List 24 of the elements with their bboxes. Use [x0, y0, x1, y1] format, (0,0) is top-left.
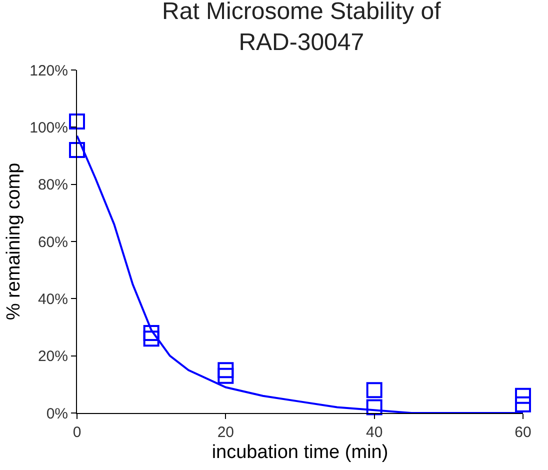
point [218, 362, 234, 378]
point [69, 113, 85, 130]
point [143, 324, 160, 341]
point [366, 382, 382, 398]
x-tick-label: 40 [366, 424, 383, 441]
point [218, 368, 234, 384]
y-tick-label: 60% [38, 234, 68, 251]
point [69, 142, 85, 158]
chart-title: Rat Microsome Stability of RAD-30047 [162, 0, 442, 56]
y-axis-title: % remaining comp [3, 162, 24, 320]
x-tick-label: 20 [217, 424, 234, 441]
point [143, 330, 160, 347]
y-tick-label: 80% [38, 176, 68, 194]
point [515, 396, 531, 412]
x-axis-title: incubation time (min) [212, 442, 388, 463]
point [366, 399, 382, 416]
y-tick-label: 40% [38, 290, 68, 308]
x-tick-label: 0 [72, 424, 82, 441]
x-tick-label: 60 [514, 424, 532, 441]
point [515, 388, 531, 404]
y-tick-label: 0% [46, 405, 68, 422]
y-tick-label: 100% [30, 119, 68, 136]
y-tick-label: 120% [30, 62, 68, 80]
y-tick-label: 20% [38, 348, 68, 366]
